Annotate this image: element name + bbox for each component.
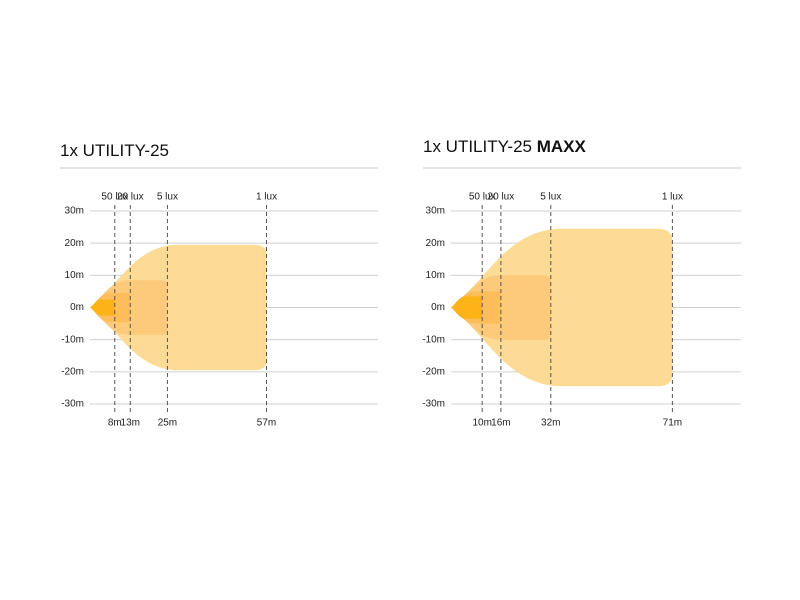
distance-label: 16m	[491, 418, 510, 429]
beam-zone	[90, 299, 115, 316]
beam-chart: 1x UTILITY-25 30m 20m 10m 0m -10m -20m -30m 1 lu…	[60, 141, 378, 429]
y-tick-label: -30m	[61, 399, 84, 410]
y-tick-label: 0m	[431, 302, 445, 313]
y-tick-label: 0m	[70, 302, 84, 313]
distance-label: 8m	[108, 418, 122, 429]
beam-zone	[451, 228, 673, 387]
y-tick-label: 10m	[65, 270, 84, 281]
lux-label: 50 lux	[469, 192, 496, 203]
distance-label: 71m	[663, 418, 682, 429]
lux-label: 20 lux	[117, 192, 144, 203]
y-tick-label: -30m	[422, 399, 445, 410]
lux-label: 50 lux	[101, 192, 128, 203]
y-tick-label: 20m	[65, 238, 84, 249]
chart-title: 1x UTILITY-25	[60, 141, 169, 160]
distance-label: 32m	[541, 418, 560, 429]
title-main: 1x UTILITY-25	[60, 141, 169, 160]
beam-zone	[90, 244, 267, 371]
y-tick-label: 30m	[65, 206, 84, 217]
distance-label: 25m	[158, 418, 177, 429]
lux-label: 1 lux	[662, 192, 683, 203]
y-tick-label: 30m	[426, 206, 445, 217]
y-tick-label: -20m	[61, 366, 84, 377]
y-tick-label: -10m	[61, 334, 84, 345]
y-tick-label: 20m	[426, 238, 445, 249]
title-suffix: MAXX	[537, 137, 587, 156]
beam-zone	[451, 296, 483, 319]
lux-label: 5 lux	[157, 192, 178, 203]
distance-label: 10m	[472, 418, 491, 429]
y-tick-label: -10m	[422, 334, 445, 345]
distance-label: 57m	[257, 418, 276, 429]
distance-label: 13m	[121, 418, 140, 429]
beam-zones	[451, 228, 673, 387]
lux-label: 5 lux	[540, 192, 561, 203]
y-tick-label: 10m	[426, 270, 445, 281]
title-main: 1x UTILITY-25	[423, 137, 532, 156]
lux-label: 1 lux	[256, 192, 277, 203]
lux-label: 20 lux	[488, 192, 515, 203]
y-tick-label: -20m	[422, 366, 445, 377]
chart-title: 1x UTILITY-25 MAXX	[423, 137, 586, 156]
beam-chart: 1x UTILITY-25 MAXX 30m 20m 10m 0m -10m -20m -30…	[422, 137, 741, 429]
beam-zones	[90, 244, 267, 371]
